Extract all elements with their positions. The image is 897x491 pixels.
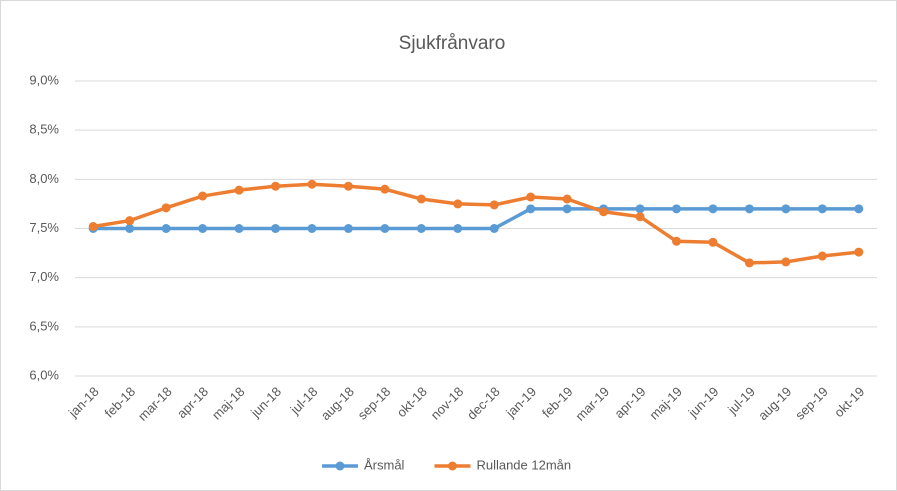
legend-label: Rullande 12mån <box>476 457 571 472</box>
data-point <box>489 200 499 210</box>
data-point <box>380 184 390 194</box>
data-point <box>672 204 681 214</box>
series-line <box>93 207 859 231</box>
data-point <box>198 191 208 201</box>
data-point <box>744 258 754 268</box>
data-point <box>708 204 718 214</box>
data-point <box>343 224 353 233</box>
data-point <box>380 224 390 233</box>
data-point <box>635 212 645 222</box>
y-tick-label: 8,5% <box>29 122 59 137</box>
data-point <box>854 247 864 257</box>
data-point <box>781 204 791 214</box>
data-point <box>453 199 463 209</box>
data-point <box>453 224 463 233</box>
data-point <box>416 194 426 204</box>
data-point <box>307 179 317 189</box>
data-point <box>234 224 244 233</box>
data-point <box>562 204 572 214</box>
y-tick-label: 7,0% <box>29 269 59 284</box>
y-tick-label: 9,0% <box>29 72 59 87</box>
data-point <box>562 194 572 204</box>
data-point <box>343 181 353 191</box>
data-point <box>234 185 244 195</box>
data-point <box>307 224 317 233</box>
data-point <box>161 224 171 233</box>
data-point <box>744 204 754 214</box>
data-point <box>781 257 791 267</box>
data-point <box>125 216 135 226</box>
data-point <box>88 222 98 232</box>
y-tick-label: 7,5% <box>29 220 59 235</box>
data-point <box>416 224 426 233</box>
data-point <box>817 251 827 261</box>
data-point <box>271 181 280 191</box>
data-point <box>526 204 536 214</box>
data-point <box>271 224 280 233</box>
data-point <box>489 224 499 233</box>
data-point <box>526 192 536 202</box>
legend-marker <box>335 461 345 471</box>
data-point <box>161 203 171 213</box>
data-point <box>854 204 864 214</box>
legend-marker <box>447 461 457 471</box>
data-point <box>125 224 135 233</box>
data-point <box>635 204 645 214</box>
y-tick-label: 8,0% <box>29 171 59 186</box>
data-point <box>599 207 609 217</box>
data-point <box>672 236 681 246</box>
y-tick-label: 6,5% <box>29 318 59 333</box>
data-point <box>817 204 827 214</box>
y-tick-label: 6,0% <box>29 367 59 382</box>
series-line <box>92 182 859 265</box>
legend-label: Årsmål <box>364 457 405 472</box>
data-point <box>198 224 208 233</box>
chart-title: Sjukfrånvaro <box>399 33 506 54</box>
data-point <box>708 237 718 247</box>
